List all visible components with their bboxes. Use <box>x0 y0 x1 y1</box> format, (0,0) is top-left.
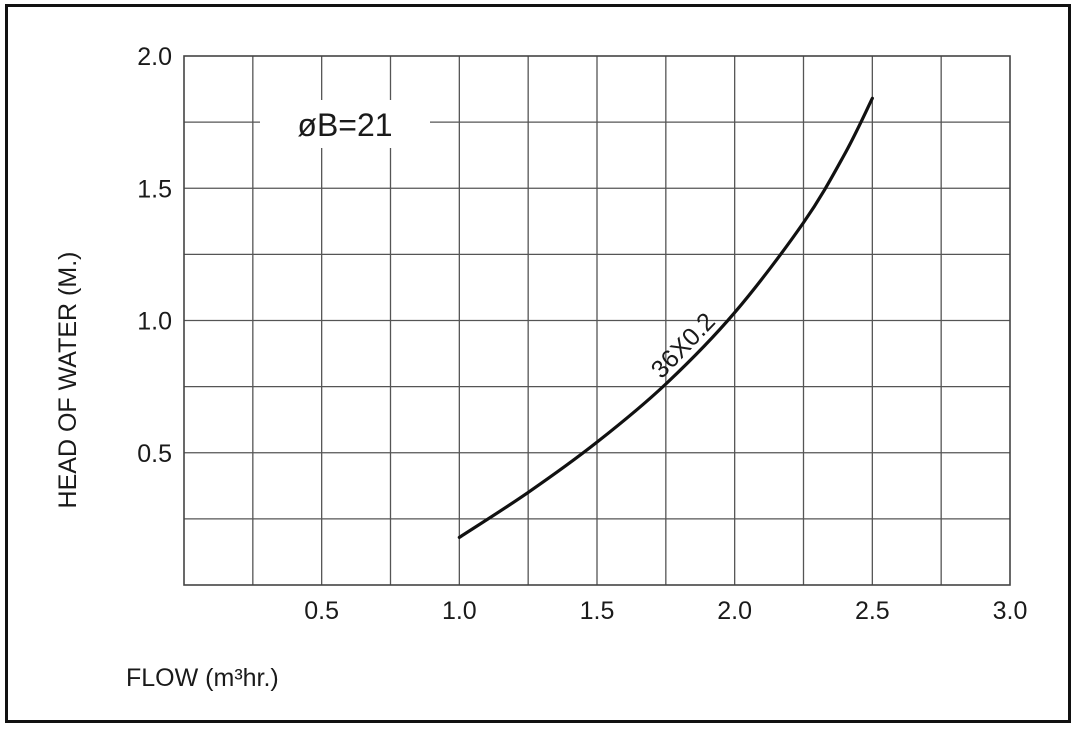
y-axis-title: HEAD OF WATER (M.) <box>54 252 82 509</box>
series-line <box>457 96 874 539</box>
annotation-background <box>260 100 430 148</box>
y-tick-label: 1.0 <box>137 308 172 336</box>
x-tick-labels: 0.5 1.0 1.5 2.0 2.5 3.0 <box>304 597 1027 625</box>
annotation-label: øB=21 <box>297 107 392 143</box>
x-axis-title: FLOW (m³hr.) <box>126 664 279 692</box>
plot-border <box>183 55 1011 586</box>
grid <box>184 56 1010 585</box>
series-label: 36X0.2 <box>646 307 721 383</box>
chart-frame <box>5 4 1071 723</box>
x-tick-label: 1.5 <box>580 597 615 625</box>
y-tick-labels: 0.5 1.0 1.5 2.0 <box>137 43 172 468</box>
x-tick-label: 1.0 <box>442 597 477 625</box>
plot-area-border <box>183 55 1011 586</box>
y-tick-label: 0.5 <box>137 440 172 468</box>
x-tick-label: 2.5 <box>855 597 890 625</box>
x-tick-label: 2.0 <box>717 597 752 625</box>
y-tick-label: 1.5 <box>137 175 172 203</box>
y-tick-label: 2.0 <box>137 43 172 71</box>
x-tick-label: 3.0 <box>993 597 1028 625</box>
x-tick-label: 0.5 <box>304 597 339 625</box>
